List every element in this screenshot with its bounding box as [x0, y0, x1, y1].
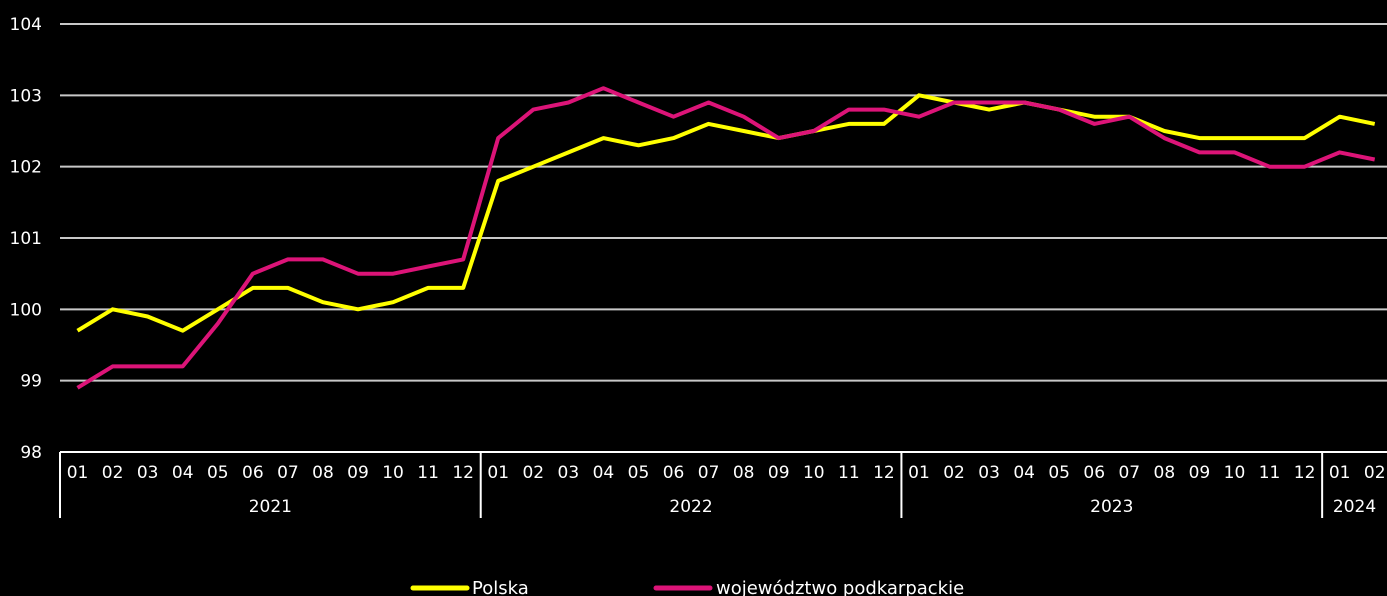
y-tick-label: 100: [10, 300, 42, 320]
legend: Polska województwo podkarpackie: [410, 578, 964, 596]
x-tick-label: 02: [522, 463, 544, 483]
x-tick-label: 12: [873, 463, 895, 483]
x-tick-label: 01: [67, 463, 89, 483]
year-label: 2023: [1090, 497, 1133, 517]
x-tick-label: 06: [1083, 463, 1105, 483]
series-line-1: [76, 86, 1376, 390]
legend-label: województwo podkarpackie: [716, 578, 964, 596]
series-lines: [76, 86, 1376, 390]
x-tick-label: 03: [978, 463, 1000, 483]
year-label: 2024: [1333, 497, 1376, 517]
x-tick-label: 03: [137, 463, 159, 483]
x-tick-label: 05: [628, 463, 650, 483]
x-tick-label: 07: [277, 463, 299, 483]
x-tick-label: 12: [452, 463, 474, 483]
x-tick-label: 11: [1259, 463, 1281, 483]
x-tick-label: 07: [698, 463, 720, 483]
x-tick-label: 09: [1189, 463, 1211, 483]
x-tick-label: 04: [593, 463, 615, 483]
x-tick-label: 04: [172, 463, 194, 483]
year-label: 2022: [669, 497, 712, 517]
x-tick-label: 07: [1118, 463, 1140, 483]
grid-lines: [60, 23, 1387, 453]
x-tick-label: 06: [663, 463, 685, 483]
legend-label: Polska: [472, 578, 529, 596]
y-tick-label: 99: [20, 372, 42, 392]
y-tick-label: 98: [20, 443, 42, 463]
x-tick-label: 06: [242, 463, 264, 483]
x-tick-label: 10: [803, 463, 825, 483]
x-tick-label: 08: [733, 463, 755, 483]
x-tick-label: 05: [207, 463, 229, 483]
y-tick-label: 104: [10, 15, 42, 35]
x-tick-label: 09: [347, 463, 369, 483]
x-tick-label: 11: [838, 463, 860, 483]
x-tick-label: 11: [417, 463, 439, 483]
y-tick-label: 103: [10, 86, 42, 106]
y-tick-label: 102: [10, 158, 42, 178]
x-tick-label: 04: [1013, 463, 1035, 483]
year-label: 2021: [249, 497, 292, 517]
x-tick-label: 10: [1224, 463, 1246, 483]
x-tick-label: 08: [1154, 463, 1176, 483]
x-tick-label: 01: [908, 463, 930, 483]
x-tick-label: 02: [102, 463, 124, 483]
x-axis: 01 02 03 04 05 06 07 08 09 10 11 12 01 02 03 04 05 06 07 08…: [59, 452, 1386, 518]
x-tick-label: 01: [1329, 463, 1351, 483]
y-tick-label: 101: [10, 229, 42, 249]
x-tick-label: 10: [382, 463, 404, 483]
x-tick-label: 02: [1364, 463, 1386, 483]
x-tick-label: 03: [558, 463, 580, 483]
series-line-0: [76, 93, 1376, 333]
x-tick-label: 05: [1048, 463, 1070, 483]
x-tick-label: 01: [487, 463, 509, 483]
x-tick-label: 08: [312, 463, 334, 483]
x-tick-label: 12: [1294, 463, 1316, 483]
y-axis-tick-labels: 98 99 100 101 102 103 104: [10, 15, 42, 463]
x-tick-label: 02: [943, 463, 965, 483]
x-tick-label: 09: [768, 463, 790, 483]
